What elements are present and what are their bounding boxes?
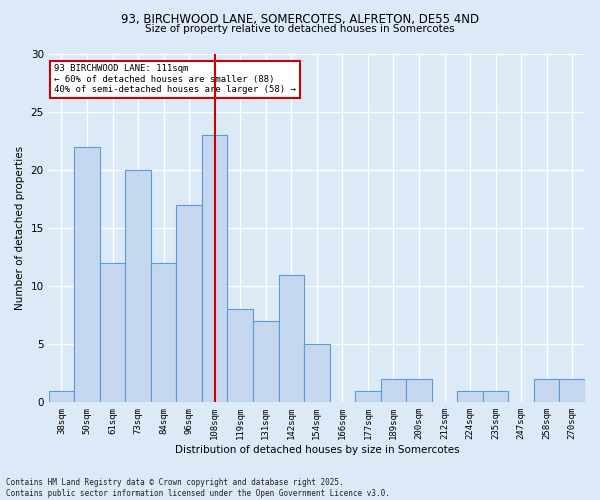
- Text: Size of property relative to detached houses in Somercotes: Size of property relative to detached ho…: [145, 24, 455, 34]
- Bar: [355, 390, 380, 402]
- Bar: [304, 344, 329, 403]
- Bar: [380, 379, 406, 402]
- Bar: [176, 205, 202, 402]
- Bar: [151, 263, 176, 402]
- Bar: [278, 274, 304, 402]
- Bar: [406, 379, 432, 402]
- Text: 93 BIRCHWOOD LANE: 111sqm
← 60% of detached houses are smaller (88)
40% of semi-: 93 BIRCHWOOD LANE: 111sqm ← 60% of detac…: [54, 64, 296, 94]
- Bar: [227, 310, 253, 402]
- Text: Contains HM Land Registry data © Crown copyright and database right 2025.
Contai: Contains HM Land Registry data © Crown c…: [6, 478, 390, 498]
- Bar: [49, 390, 74, 402]
- Bar: [559, 379, 585, 402]
- Bar: [74, 147, 100, 403]
- Y-axis label: Number of detached properties: Number of detached properties: [15, 146, 25, 310]
- Bar: [100, 263, 125, 402]
- Bar: [483, 390, 508, 402]
- X-axis label: Distribution of detached houses by size in Somercotes: Distribution of detached houses by size …: [175, 445, 459, 455]
- Bar: [202, 136, 227, 402]
- Bar: [125, 170, 151, 402]
- Bar: [457, 390, 483, 402]
- Text: 93, BIRCHWOOD LANE, SOMERCOTES, ALFRETON, DE55 4ND: 93, BIRCHWOOD LANE, SOMERCOTES, ALFRETON…: [121, 12, 479, 26]
- Bar: [534, 379, 559, 402]
- Bar: [253, 321, 278, 402]
